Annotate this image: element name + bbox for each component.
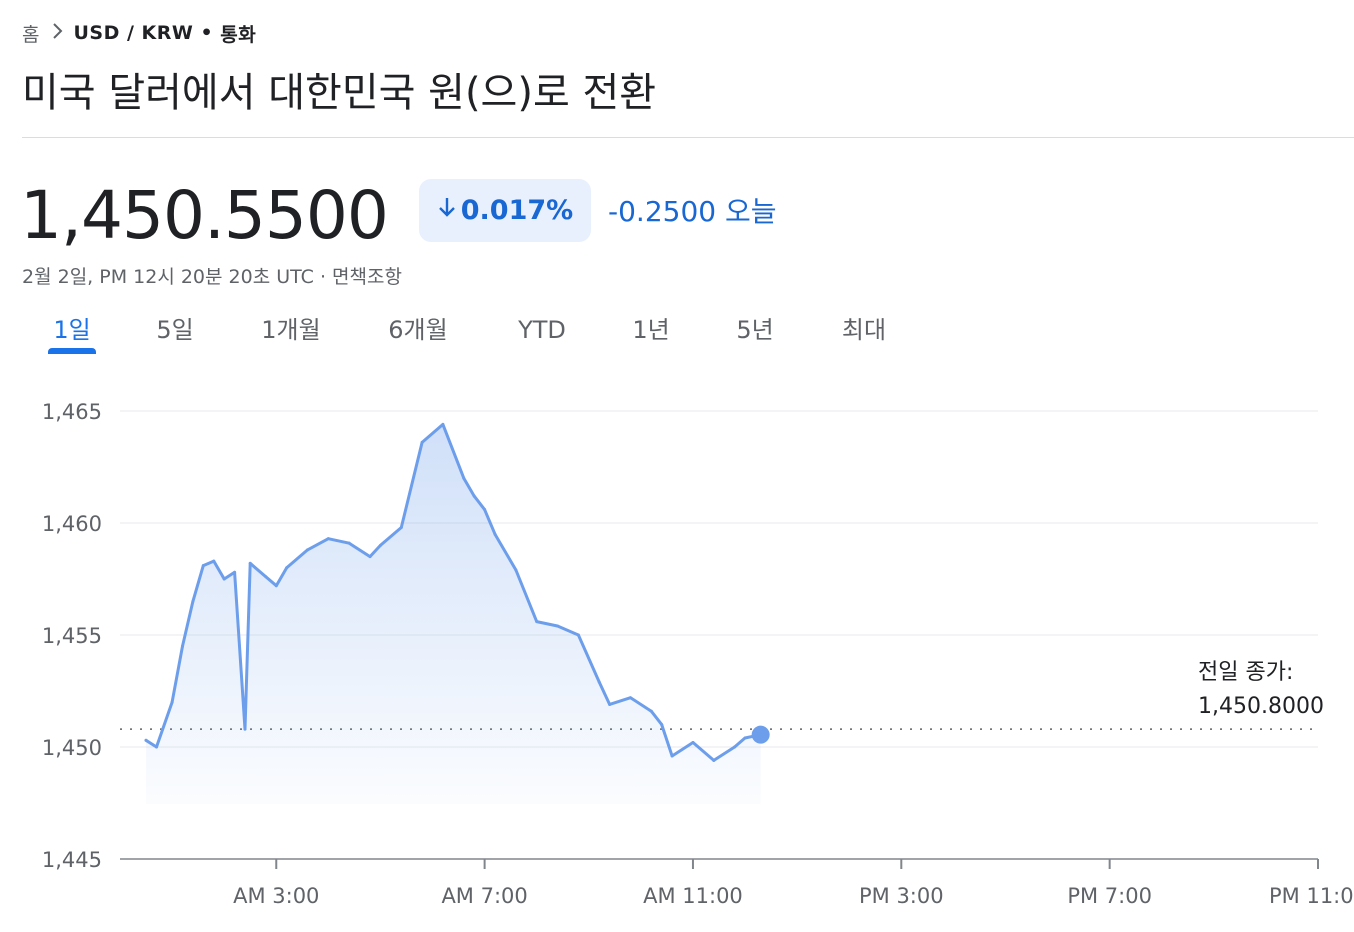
previous-close-label: 전일 종가: xyxy=(1198,660,1293,685)
price-data-point xyxy=(285,566,289,570)
price-data-point xyxy=(462,476,466,480)
tab-1y[interactable]: 1년 xyxy=(632,316,670,344)
page-title: 미국 달러에서 대한민국 원(으)로 전환 xyxy=(22,70,657,116)
x-tick-label: PM 11:00 xyxy=(1269,884,1354,908)
price-data-point xyxy=(514,568,518,572)
price-data-point xyxy=(556,624,560,628)
tab-ytd[interactable]: YTD xyxy=(518,316,566,344)
price-data-point xyxy=(306,548,310,552)
price-data-point xyxy=(493,532,497,536)
price-data-point xyxy=(212,559,216,563)
price-data-point xyxy=(712,758,716,762)
breadcrumb-pair: USD / KRW xyxy=(73,22,194,44)
price-data-point xyxy=(535,620,539,624)
price-data-point xyxy=(154,745,158,749)
price-area-fill xyxy=(146,424,761,804)
price-data-point xyxy=(441,422,445,426)
price-data-point xyxy=(733,745,737,749)
price-data-point xyxy=(597,680,601,684)
range-tabs: 1일 5일 1개월 6개월 YTD 1년 5년 최대 xyxy=(0,310,1354,360)
active-tab-indicator xyxy=(48,348,96,354)
previous-close-value: 1,450.8000 xyxy=(1198,694,1324,719)
tab-5d[interactable]: 5일 xyxy=(156,316,194,344)
price-data-point xyxy=(368,555,372,559)
price-data-point xyxy=(743,736,747,740)
price-data-point xyxy=(347,541,351,545)
price-data-point xyxy=(326,537,330,541)
change-absolute: -0.2500 오늘 xyxy=(608,195,777,228)
price-data-point xyxy=(233,570,237,574)
y-tick-label: 1,460 xyxy=(42,512,102,536)
x-tick-label: AM 11:00 xyxy=(643,884,743,908)
price-data-point xyxy=(264,575,268,579)
price-data-point xyxy=(670,754,674,758)
price-chart-svg: 1,465 1,460 1,455 1,450 1,445 AM 3:00 AM 7:00 A… xyxy=(42,400,1354,908)
change-percent-badge: 0.017% xyxy=(419,179,591,242)
x-tick-label: PM 3:00 xyxy=(859,884,944,908)
title-divider xyxy=(22,137,1354,138)
x-tick-label: AM 3:00 xyxy=(233,884,319,908)
change-percent-value: 0.017% xyxy=(460,195,574,226)
breadcrumb-category[interactable]: 통화 xyxy=(220,23,257,46)
price-chart[interactable]: 1,465 1,460 1,455 1,450 1,445 AM 3:00 AM 7:00 A… xyxy=(0,380,1354,932)
price-data-point xyxy=(576,633,580,637)
y-tick-label: 1,465 xyxy=(42,400,102,424)
price-data-point xyxy=(420,440,424,444)
tab-1m[interactable]: 1개월 xyxy=(261,316,321,344)
price-data-point xyxy=(248,561,252,565)
price-data-point xyxy=(483,508,487,512)
y-tick-label: 1,455 xyxy=(42,624,102,648)
tab-1d[interactable]: 1일 xyxy=(53,316,91,344)
price-data-point xyxy=(170,700,174,704)
x-tick-label: AM 7:00 xyxy=(441,884,527,908)
price-data-point xyxy=(628,696,632,700)
tab-6m[interactable]: 6개월 xyxy=(388,316,448,344)
y-tick-label: 1,450 xyxy=(42,736,102,760)
chevron-right-icon xyxy=(51,22,63,45)
price-data-point xyxy=(243,727,247,731)
tab-max[interactable]: 최대 xyxy=(841,316,887,344)
price-data-point xyxy=(399,525,403,529)
current-price: 1,450.5500 xyxy=(20,177,389,254)
latest-price-dot xyxy=(751,725,770,744)
breadcrumb-home-link[interactable]: 홈 xyxy=(22,23,40,46)
price-data-point xyxy=(191,599,195,603)
price-data-point xyxy=(144,738,148,742)
price-data-point xyxy=(181,644,185,648)
breadcrumb-separator-dot: • xyxy=(193,22,221,44)
quote-timestamp[interactable]: 2월 2일, PM 12시 20분 20초 UTC · 면책조항 xyxy=(22,266,402,288)
breadcrumb: 홈 USD / KRW • 통화 xyxy=(22,18,256,48)
price-data-point xyxy=(274,584,278,588)
price-data-point xyxy=(378,543,382,547)
price-data-point xyxy=(660,723,664,727)
arrow-down-icon xyxy=(437,195,457,226)
price-data-point xyxy=(222,577,226,581)
x-tick-label: PM 7:00 xyxy=(1067,884,1152,908)
y-tick-label: 1,445 xyxy=(42,848,102,872)
price-data-point xyxy=(649,709,653,713)
price-data-point xyxy=(201,564,205,568)
price-data-point xyxy=(608,702,612,706)
tab-5y[interactable]: 5년 xyxy=(736,316,774,344)
price-data-point xyxy=(472,494,476,498)
price-data-point xyxy=(691,741,695,745)
